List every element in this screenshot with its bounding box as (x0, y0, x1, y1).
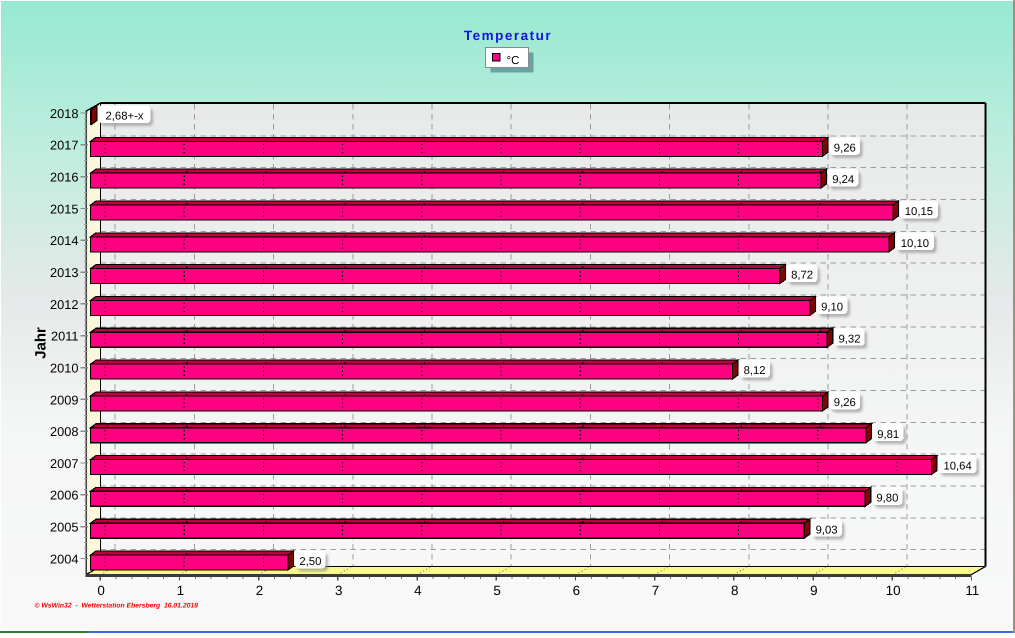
svg-text:2008: 2008 (50, 424, 78, 439)
svg-text:© WsWin32 - Wetterstation Eb: © WsWin32 - Wetterstation Ebersberg 16.0… (35, 603, 199, 610)
svg-text:2004: 2004 (50, 551, 78, 566)
svg-text:0: 0 (97, 583, 104, 598)
svg-text:2005: 2005 (50, 520, 78, 535)
svg-text:2017: 2017 (50, 138, 78, 153)
svg-text:10,15: 10,15 (905, 206, 933, 218)
svg-text:9,26: 9,26 (834, 142, 856, 154)
svg-text:9,32: 9,32 (839, 333, 861, 345)
svg-text:9,24: 9,24 (832, 174, 854, 186)
svg-text:9: 9 (810, 583, 817, 598)
svg-text:2,68+-x: 2,68+-x (106, 111, 144, 123)
svg-text:2: 2 (256, 583, 263, 598)
svg-text:10: 10 (886, 583, 901, 598)
svg-text:10,64: 10,64 (943, 461, 971, 473)
svg-text:9,10: 9,10 (821, 302, 843, 314)
svg-text:2018: 2018 (50, 106, 78, 121)
svg-text:2010: 2010 (50, 361, 78, 376)
svg-text:2011: 2011 (51, 329, 79, 344)
svg-text:8: 8 (731, 583, 738, 598)
svg-text:Jahr: Jahr (32, 327, 49, 359)
svg-text:2007: 2007 (50, 456, 78, 471)
svg-text:1: 1 (177, 583, 184, 598)
svg-text:°C: °C (507, 55, 520, 67)
svg-text:6: 6 (573, 583, 580, 598)
svg-text:10,10: 10,10 (901, 238, 929, 250)
svg-text:9,81: 9,81 (877, 429, 899, 441)
svg-text:2006: 2006 (50, 488, 78, 503)
svg-text:2016: 2016 (50, 170, 78, 185)
svg-text:9,26: 9,26 (834, 397, 856, 409)
svg-text:2012: 2012 (50, 297, 78, 312)
svg-text:2015: 2015 (50, 201, 78, 216)
svg-text:9,03: 9,03 (816, 524, 838, 536)
svg-text:Temperatur: Temperatur (464, 28, 552, 43)
svg-text:2009: 2009 (50, 392, 78, 407)
svg-text:8,12: 8,12 (744, 365, 766, 377)
svg-text:11: 11 (965, 583, 979, 598)
svg-text:4: 4 (414, 583, 422, 598)
svg-text:7: 7 (652, 583, 659, 598)
svg-text:5: 5 (493, 583, 500, 598)
svg-text:8,72: 8,72 (791, 270, 813, 282)
svg-text:9,80: 9,80 (876, 492, 898, 504)
svg-text:3: 3 (335, 583, 342, 598)
svg-text:2013: 2013 (50, 265, 78, 280)
svg-text:2,50: 2,50 (299, 556, 321, 568)
svg-text:2014: 2014 (50, 233, 78, 248)
